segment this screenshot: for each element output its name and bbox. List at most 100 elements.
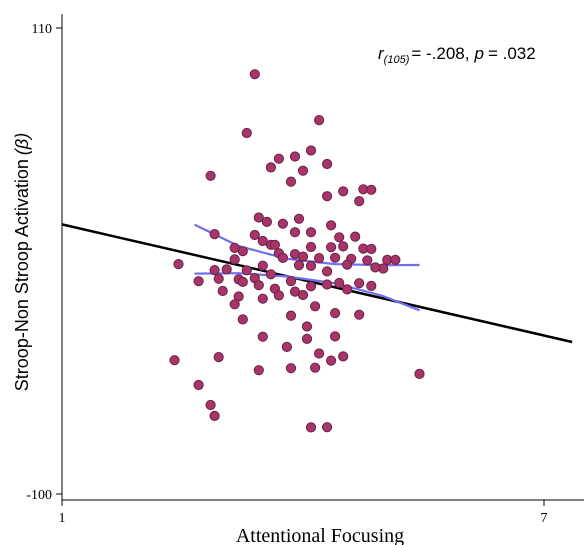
data-point-10 — [285, 176, 297, 187]
data-point-16 — [293, 213, 305, 224]
correlation-annotation: r(105) = -.208, p = .032 — [378, 44, 536, 66]
data-point-17 — [326, 220, 337, 231]
x-axis-title: Attentional Focusing — [236, 525, 404, 545]
data-point-86 — [237, 314, 248, 325]
data-point-103 — [305, 422, 317, 433]
data-point-104 — [169, 355, 180, 366]
data-point-50 — [342, 259, 353, 270]
y-tick-label-top: 110 — [32, 22, 52, 37]
annot-r: r — [378, 44, 385, 63]
data-point-55 — [277, 252, 288, 263]
data-point-40 — [314, 253, 325, 264]
data-point-98 — [414, 368, 425, 379]
data-point-0 — [249, 69, 260, 80]
data-point-70 — [334, 277, 345, 289]
data-point-43 — [362, 255, 373, 266]
data-point-102 — [209, 410, 220, 421]
data-point-88 — [301, 333, 313, 344]
annot-p-value: = .032 — [488, 44, 536, 63]
data-point-76 — [233, 291, 244, 302]
data-point-54 — [257, 260, 268, 271]
data-point-83 — [354, 309, 365, 320]
data-point-80 — [229, 299, 240, 310]
data-point-48 — [305, 260, 317, 271]
data-point-8 — [297, 165, 309, 176]
data-point-100 — [205, 399, 216, 411]
data-point-13 — [366, 184, 377, 195]
data-point-74 — [193, 276, 204, 287]
data-point-31 — [326, 242, 337, 253]
y-axis-title-text: Stroop-Non Stroop Activation — [12, 159, 32, 391]
data-point-4 — [289, 151, 301, 162]
data-point-94 — [213, 352, 224, 363]
data-point-27 — [350, 231, 361, 242]
ci-lower-curve — [194, 272, 420, 312]
data-point-14 — [354, 196, 365, 207]
data-point-64 — [253, 280, 264, 291]
data-point-82 — [330, 308, 341, 319]
data-point-26 — [334, 232, 345, 243]
data-point-68 — [305, 281, 317, 292]
data-point-36 — [237, 246, 248, 257]
data-point-15 — [322, 191, 333, 202]
data-point-71 — [342, 284, 353, 295]
points-layer — [169, 69, 425, 433]
data-point-56 — [265, 269, 276, 280]
data-point-92 — [257, 331, 268, 342]
data-point-53 — [229, 254, 240, 265]
y-axis-title: Stroop-Non Stroop Activation (β) — [12, 133, 32, 391]
data-point-81 — [310, 301, 321, 312]
data-point-57 — [173, 259, 184, 270]
data-point-32 — [338, 241, 349, 252]
data-point-59 — [241, 265, 252, 276]
data-point-29 — [269, 239, 280, 250]
x-tick-label-left: 1 — [59, 511, 66, 526]
data-point-18 — [253, 212, 264, 223]
data-point-60 — [213, 273, 224, 284]
data-point-41 — [330, 252, 341, 263]
annot-r-value: = -.208, — [411, 44, 469, 63]
data-point-58 — [209, 265, 220, 276]
data-point-89 — [314, 348, 325, 359]
annot-p: p — [473, 44, 483, 63]
data-point-24 — [209, 229, 220, 240]
annot-r-subscript: (105) — [384, 54, 410, 66]
data-point-78 — [273, 290, 284, 301]
data-point-6 — [322, 158, 333, 170]
data-point-19 — [261, 216, 272, 227]
data-point-22 — [289, 227, 301, 238]
data-point-62 — [237, 276, 248, 287]
data-point-79 — [297, 289, 309, 301]
data-point-45 — [390, 254, 401, 265]
data-point-5 — [273, 153, 284, 164]
data-point-67 — [285, 276, 297, 287]
data-point-7 — [265, 162, 276, 173]
data-point-30 — [305, 241, 317, 253]
data-point-96 — [285, 363, 297, 374]
data-point-85 — [301, 321, 313, 332]
data-point-34 — [366, 243, 377, 255]
data-point-93 — [281, 341, 292, 352]
data-point-73 — [366, 280, 377, 291]
data-point-97 — [310, 362, 321, 373]
data-point-47 — [293, 260, 305, 271]
data-point-99 — [193, 379, 204, 391]
y-axis-title-symbol: (β) — [12, 133, 32, 155]
data-point-84 — [285, 310, 297, 321]
data-point-87 — [330, 331, 341, 342]
data-point-9 — [205, 170, 216, 181]
data-point-3 — [305, 145, 317, 156]
data-point-39 — [297, 251, 309, 262]
data-point-69 — [322, 279, 333, 290]
data-point-91 — [338, 351, 349, 362]
data-point-20 — [277, 218, 288, 229]
regression-line — [61, 223, 573, 344]
data-point-90 — [326, 355, 337, 366]
data-point-72 — [354, 278, 365, 289]
data-point-23 — [305, 227, 317, 238]
fit-layer — [61, 223, 573, 344]
data-point-25 — [257, 235, 268, 247]
data-point-2 — [314, 115, 325, 126]
data-point-52 — [221, 264, 232, 275]
